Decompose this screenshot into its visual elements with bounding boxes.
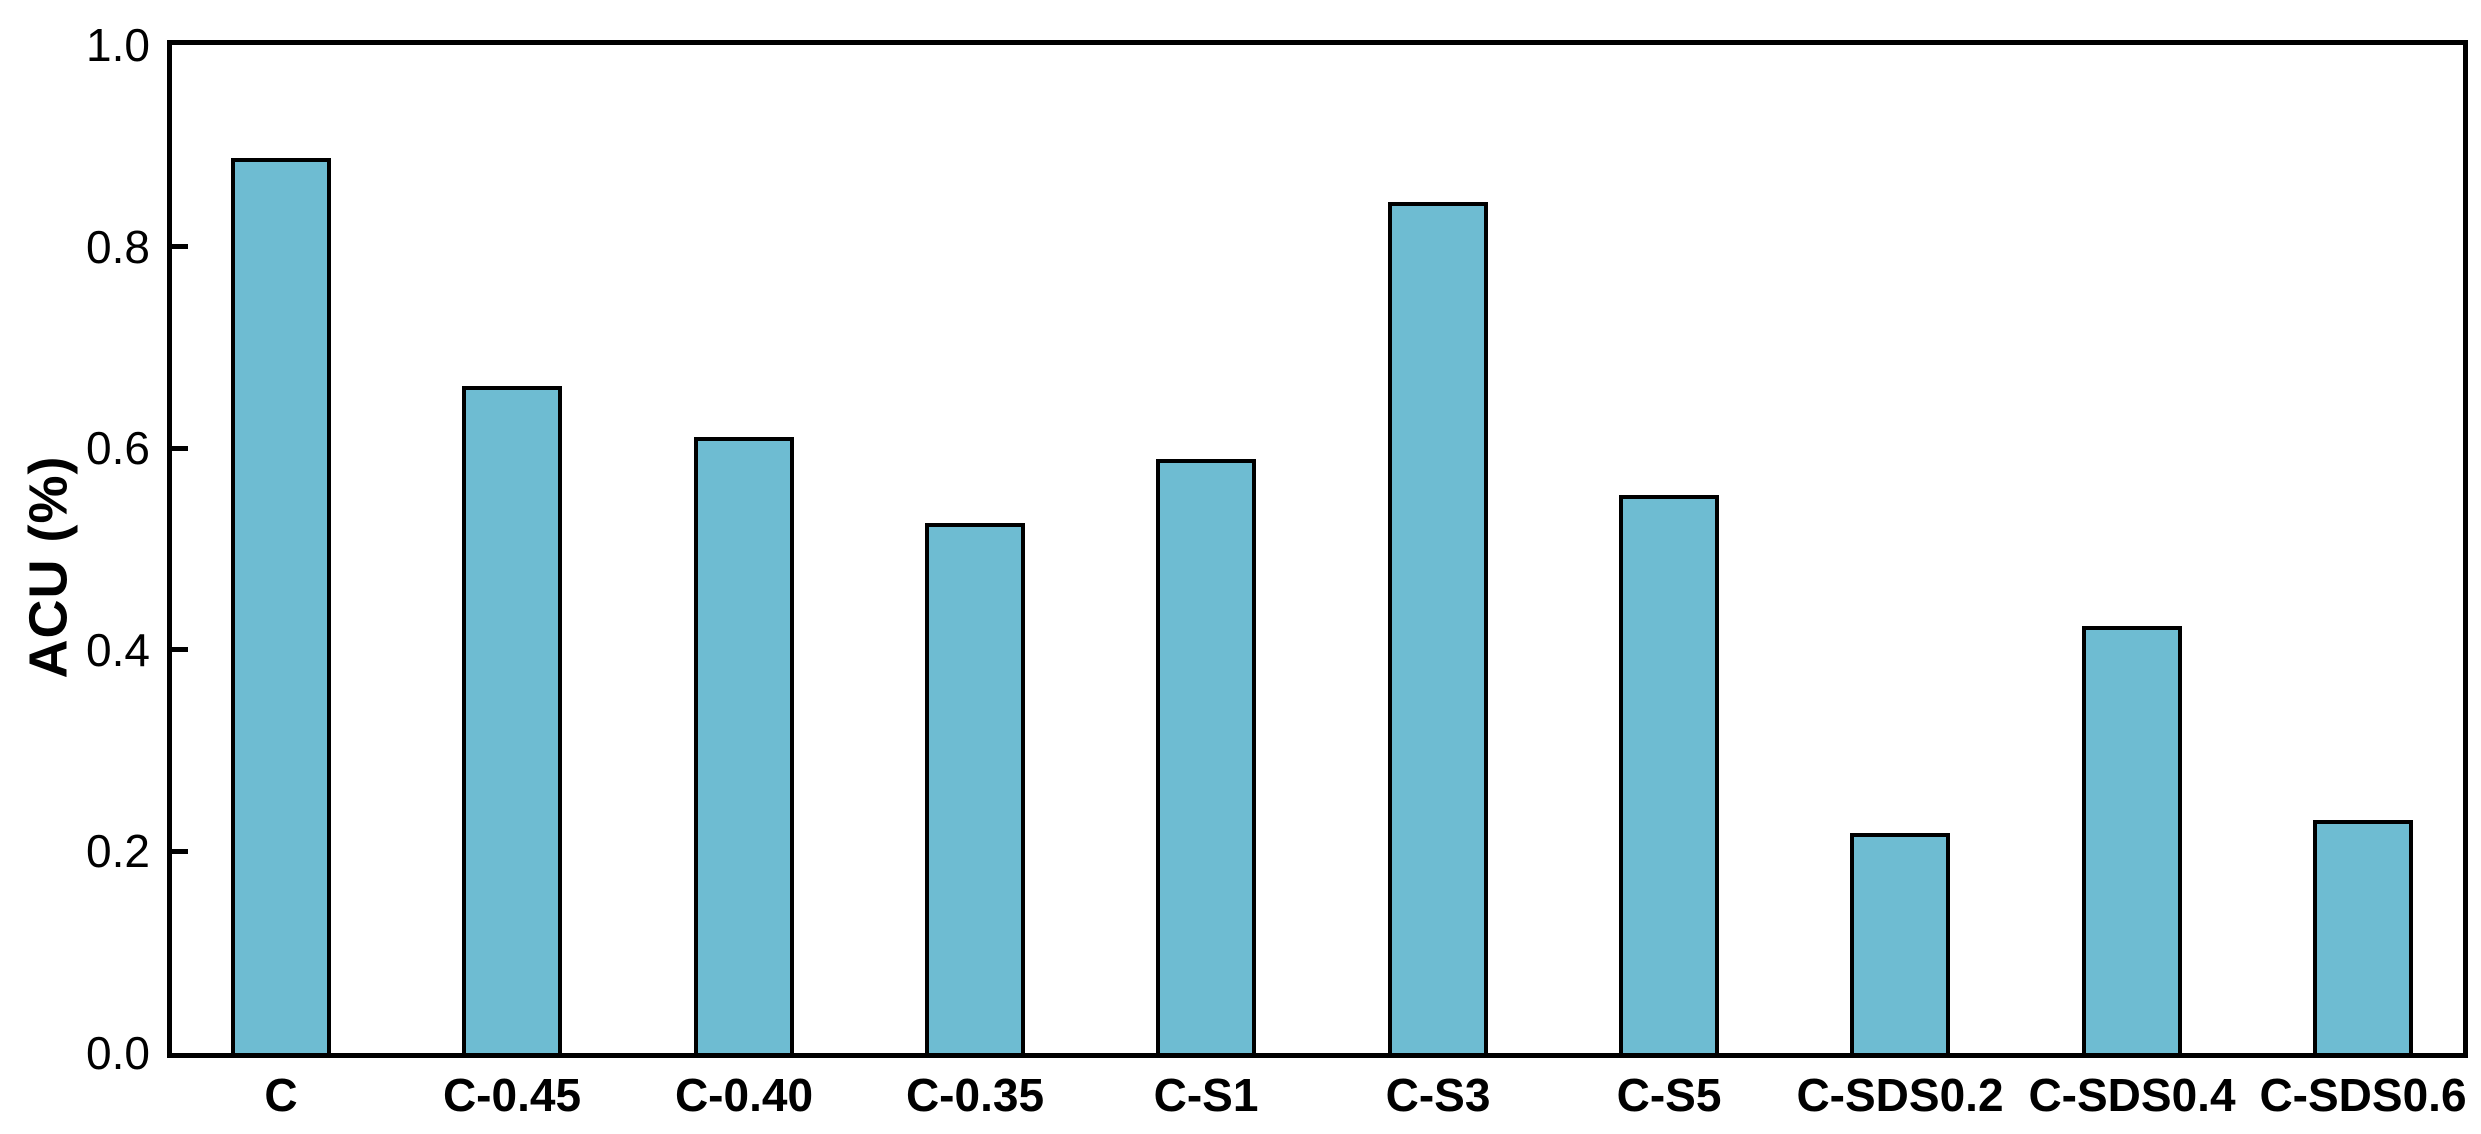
bar-C-SDS0.4 bbox=[2082, 626, 2182, 1053]
y-axis-title-wrap: ACU (%) bbox=[0, 0, 96, 1134]
x-tick-label-C-0.35: C-0.35 bbox=[905, 1069, 1045, 1121]
x-tick-label-C-0.45: C-0.45 bbox=[442, 1069, 582, 1121]
x-tick-label-C-S3: C-S3 bbox=[1385, 1069, 1491, 1121]
y-tick-mark bbox=[172, 647, 188, 652]
y-tick-label: 0.0 bbox=[86, 1027, 150, 1079]
y-tick-label: 1.0 bbox=[86, 19, 150, 71]
x-tick-label-C-S1: C-S1 bbox=[1153, 1069, 1259, 1121]
y-tick-mark bbox=[172, 244, 188, 249]
bar-C-0.45 bbox=[462, 386, 562, 1053]
bar-C-S3 bbox=[1388, 202, 1488, 1053]
x-tick-label-C-SDS0.6: C-SDS0.6 bbox=[2259, 1069, 2467, 1121]
y-tick-label: 0.6 bbox=[86, 422, 150, 474]
bar-C-SDS0.6 bbox=[2313, 820, 2413, 1053]
y-tick-label: 0.4 bbox=[86, 624, 150, 676]
y-tick-mark bbox=[172, 446, 188, 451]
bar-C-SDS0.2 bbox=[1850, 833, 1950, 1053]
bar-C-0.40 bbox=[694, 437, 794, 1053]
x-tick-label-C-S5: C-S5 bbox=[1616, 1069, 1722, 1121]
bar-C bbox=[231, 158, 331, 1053]
x-tick-label-C-SDS0.4: C-SDS0.4 bbox=[2028, 1069, 2236, 1121]
y-tick-label: 0.8 bbox=[86, 221, 150, 273]
x-tick-label-C: C bbox=[264, 1069, 298, 1121]
bar-C-0.35 bbox=[925, 523, 1025, 1053]
x-tick-label-C-0.40: C-0.40 bbox=[674, 1069, 814, 1121]
y-tick-mark bbox=[172, 849, 188, 854]
x-tick-label-C-SDS0.2: C-SDS0.2 bbox=[1796, 1069, 2004, 1121]
bar-C-S5 bbox=[1619, 495, 1719, 1053]
bar-C-S1 bbox=[1156, 459, 1256, 1053]
plot-area bbox=[167, 40, 2468, 1058]
y-tick-label: 0.2 bbox=[86, 825, 150, 877]
